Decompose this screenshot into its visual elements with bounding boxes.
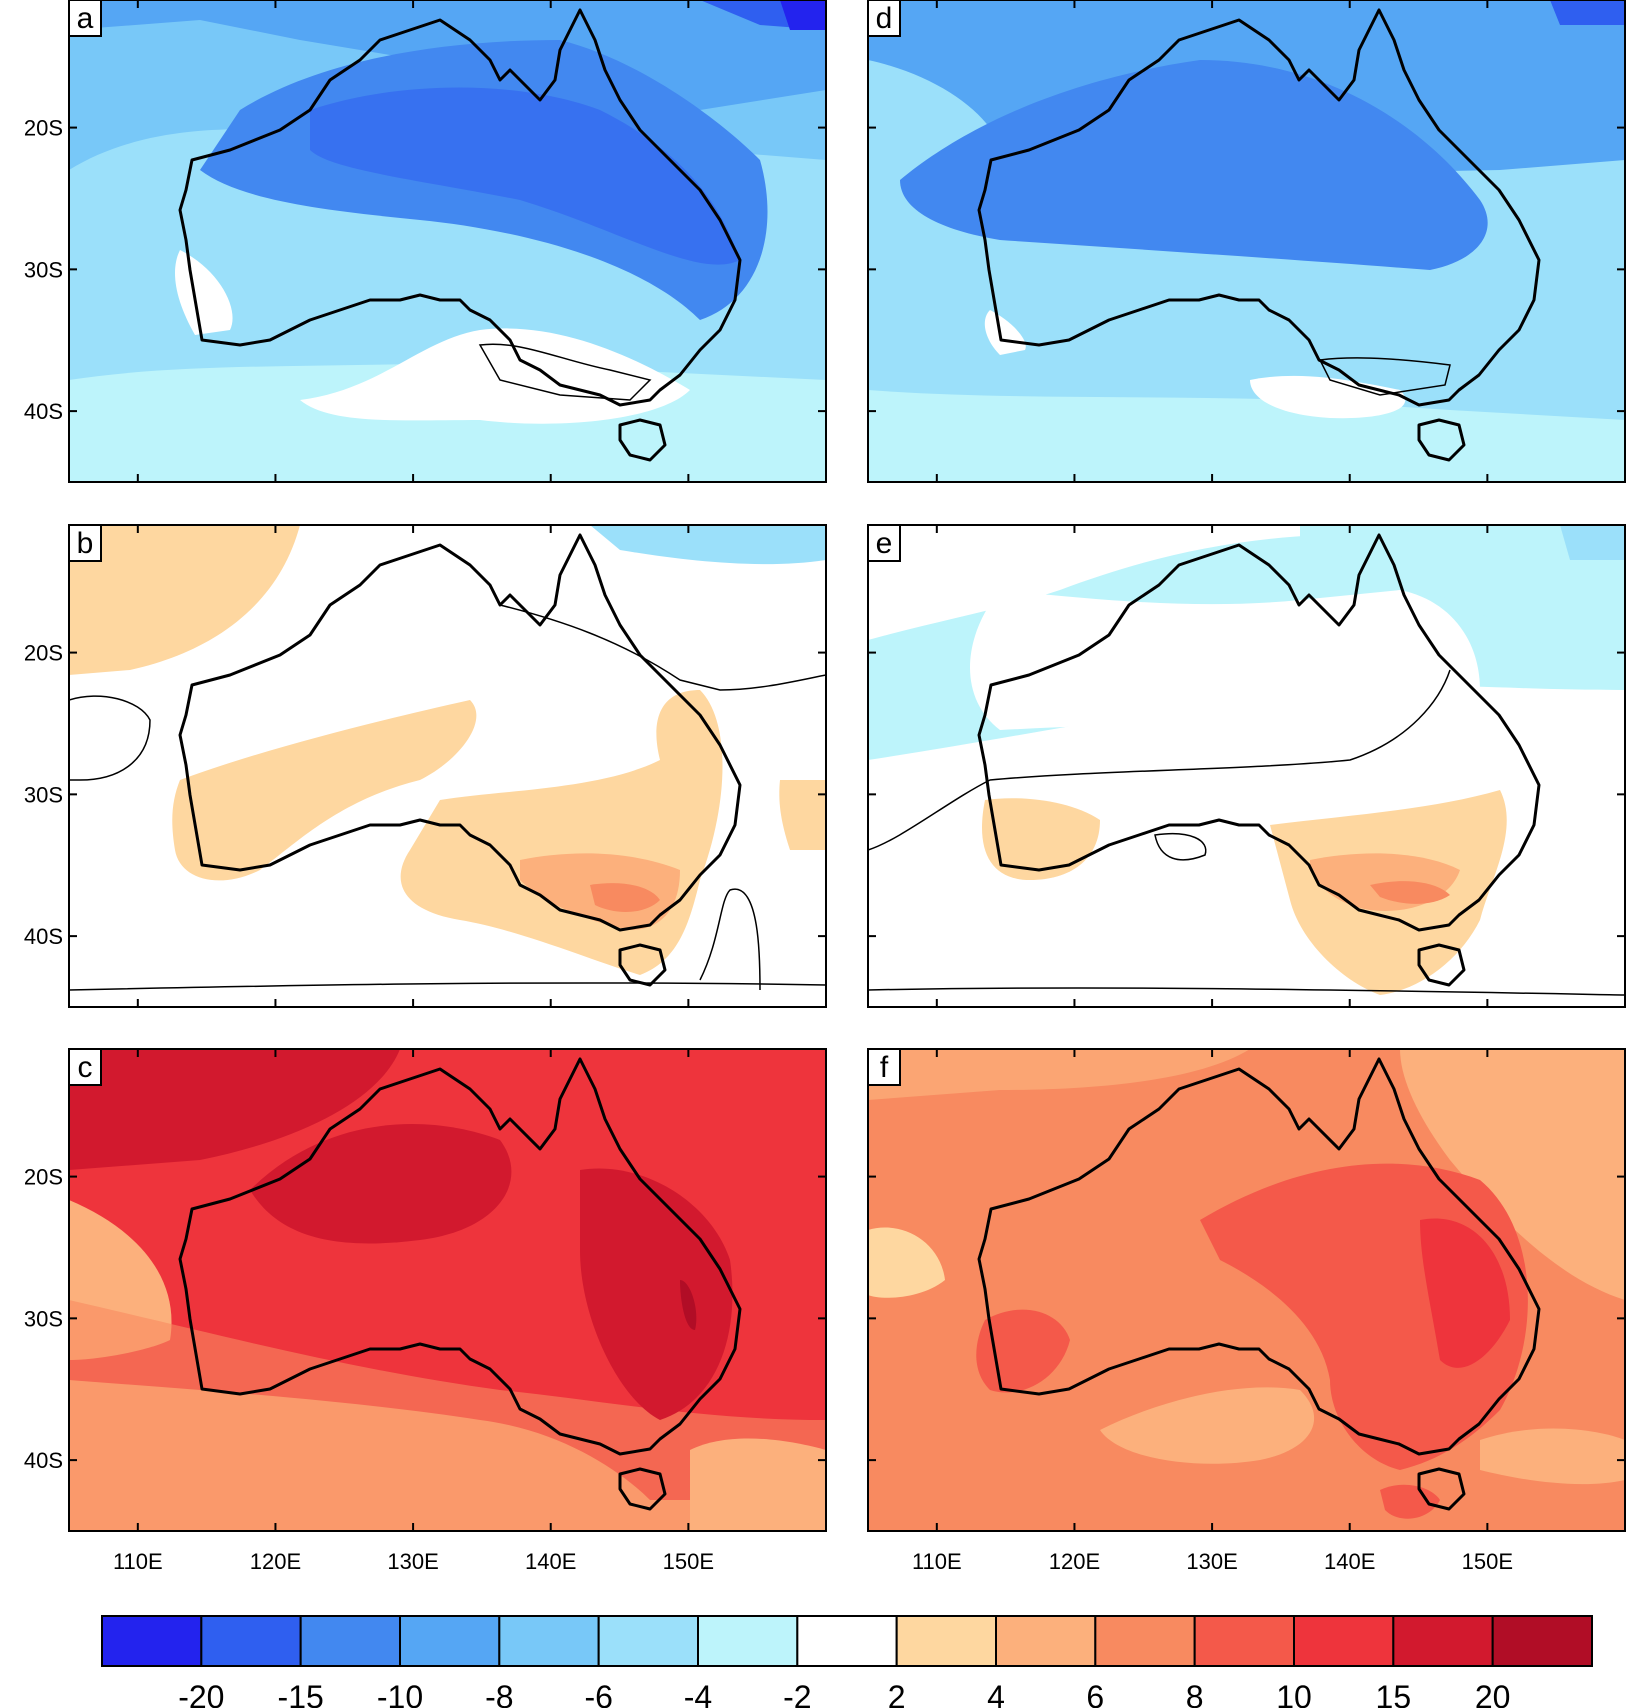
panel-c xyxy=(69,1049,826,1531)
lat-tick-label: 30S xyxy=(24,1306,63,1331)
colorbar-label: 15 xyxy=(1376,1679,1412,1708)
panel-f xyxy=(868,1049,1625,1531)
coastlines xyxy=(178,8,742,462)
panel-letter: c xyxy=(78,1051,93,1084)
colorbar-swatch xyxy=(597,1615,700,1667)
axis-ticks xyxy=(69,0,1625,1531)
lon-tick-label: 120E xyxy=(1049,1549,1100,1574)
colorbar-swatch xyxy=(1293,1615,1395,1667)
colorbar: -20 -15 -10 -8 -6 -4 -2 2 4 6 8 10 15 20 xyxy=(101,1615,1593,1708)
latitude-labels: 20S 30S 40S 20S 30S 40S 20S 30S 40S xyxy=(24,116,63,1474)
colorbar-label: -6 xyxy=(584,1679,612,1708)
colorbar-label: 8 xyxy=(1186,1679,1204,1708)
lon-tick-label: 110E xyxy=(113,1549,163,1574)
coastline-australia xyxy=(178,8,742,407)
colorbar-swatch xyxy=(796,1615,898,1667)
lon-tick-label: 150E xyxy=(1462,1549,1513,1574)
colorbar-label: 6 xyxy=(1086,1679,1104,1708)
colorbar-swatch xyxy=(697,1615,799,1667)
panel-letter-box xyxy=(68,1048,102,1086)
panel-letters: a b c d e f xyxy=(68,0,901,1086)
colorbar-label: -8 xyxy=(485,1679,513,1708)
colorbar-label: -20 xyxy=(178,1679,224,1708)
colorbar-label: 2 xyxy=(888,1679,906,1708)
lon-tick-label: 140E xyxy=(525,1549,576,1574)
colorbar-swatch xyxy=(299,1615,401,1667)
panel-letter: a xyxy=(77,2,94,35)
colorbar-label: 20 xyxy=(1475,1679,1511,1708)
colorbar-label: 10 xyxy=(1276,1679,1312,1708)
panel-letter-box xyxy=(867,524,901,562)
panel-letter: e xyxy=(876,527,893,560)
panel-b xyxy=(69,525,826,1007)
lon-tick-label: 110E xyxy=(912,1549,962,1574)
colorbar-swatch xyxy=(895,1615,998,1667)
colorbar-label: -4 xyxy=(684,1679,712,1708)
lat-tick-label: 20S xyxy=(24,641,63,666)
lon-tick-label: 130E xyxy=(1186,1549,1237,1574)
colorbar-label: 4 xyxy=(987,1679,1005,1708)
colorbar-swatch xyxy=(101,1615,203,1667)
lat-tick-label: 40S xyxy=(24,1448,63,1473)
panel-letter: b xyxy=(77,527,94,560)
colorbar-swatch xyxy=(399,1615,501,1667)
lon-tick-label: 130E xyxy=(387,1549,438,1574)
colorbar-swatch xyxy=(1094,1615,1196,1667)
longitude-labels: 110E 120E 130E 140E 150E 110E 120E 130E 140E 150E xyxy=(113,1549,1513,1574)
lat-tick-label: 30S xyxy=(24,782,63,807)
lat-tick-label: 20S xyxy=(24,1165,63,1190)
colorbar-label: -15 xyxy=(278,1679,324,1708)
lat-tick-label: 40S xyxy=(24,399,63,424)
colorbar-swatch xyxy=(498,1615,600,1667)
panel-letter-box xyxy=(867,0,901,37)
colorbar-swatch xyxy=(995,1615,1097,1667)
panel-letter: f xyxy=(880,1051,889,1084)
lon-tick-label: 150E xyxy=(663,1549,714,1574)
panel-e xyxy=(868,525,1625,1007)
panel-frames xyxy=(68,0,1626,1532)
lat-tick-label: 30S xyxy=(24,257,63,282)
panel-a xyxy=(69,0,826,482)
panel-letter-box xyxy=(867,1048,901,1086)
coastline-tasmania xyxy=(618,418,667,462)
lat-tick-label: 20S xyxy=(24,116,63,141)
colorbar-swatch xyxy=(1392,1615,1494,1667)
lon-tick-label: 120E xyxy=(250,1549,301,1574)
lon-tick-label: 140E xyxy=(1324,1549,1375,1574)
colorbar-label: -10 xyxy=(377,1679,423,1708)
colorbar-swatch xyxy=(1193,1615,1295,1667)
colorbar-swatch xyxy=(200,1615,302,1667)
lat-tick-label: 40S xyxy=(24,924,63,949)
coastlines-copies xyxy=(178,8,1541,1511)
panel-letter-box xyxy=(68,0,102,37)
colorbar-label: -2 xyxy=(783,1679,811,1708)
panel-d xyxy=(868,0,1625,482)
colorbar-swatch xyxy=(1491,1615,1593,1667)
panel-letter: d xyxy=(876,2,893,35)
panel-letter-box xyxy=(68,524,102,562)
